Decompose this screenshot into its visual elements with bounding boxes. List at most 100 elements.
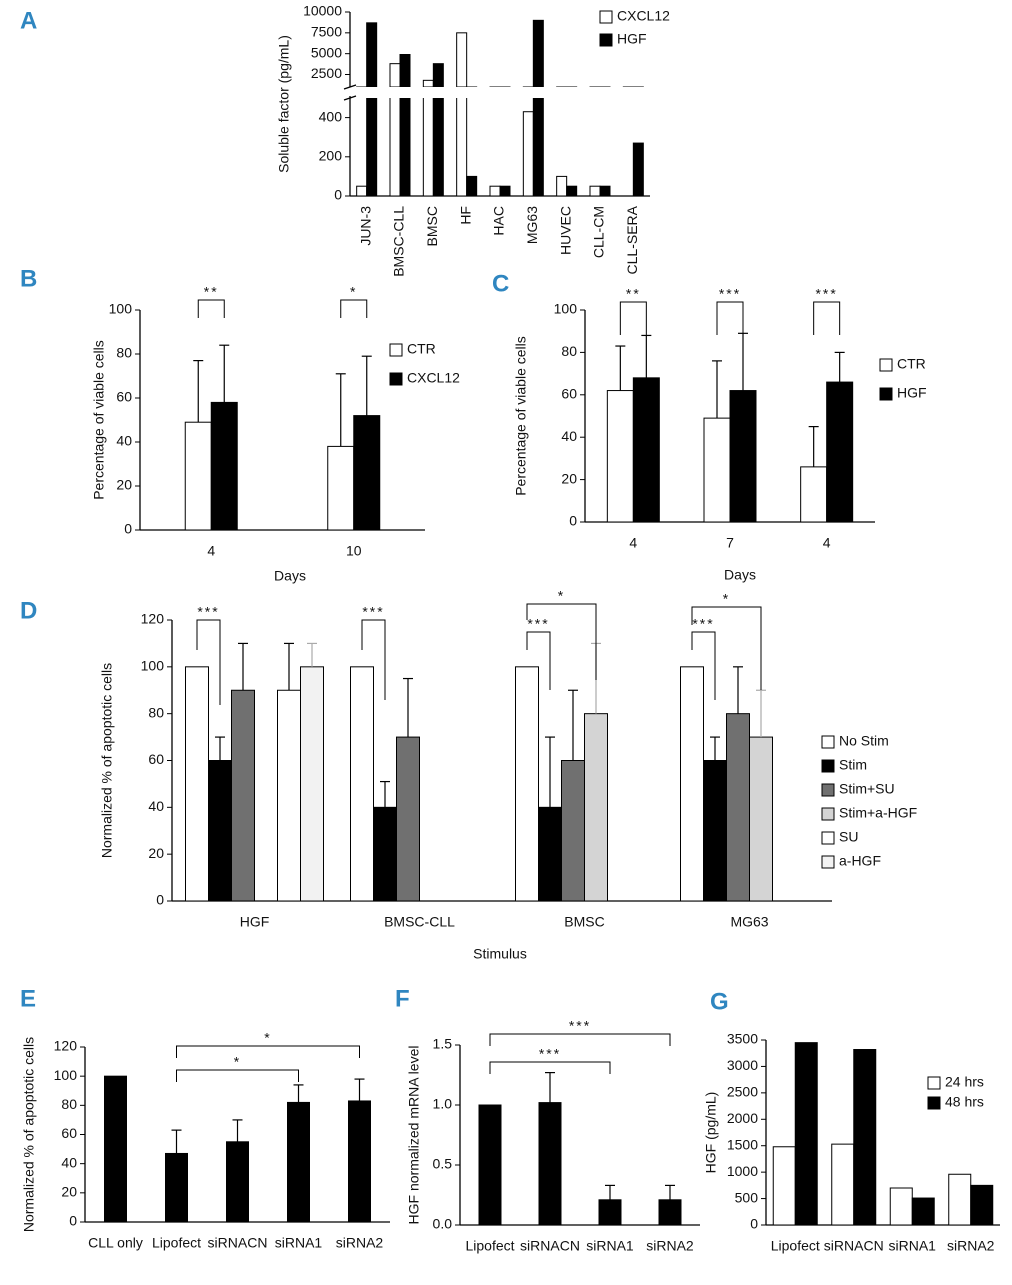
error-bar bbox=[354, 1078, 365, 1101]
bar bbox=[794, 1042, 818, 1226]
significance-label: ** bbox=[626, 286, 641, 302]
x-tick-label: 4 bbox=[207, 543, 215, 559]
significance-label: *** bbox=[527, 616, 549, 632]
bar bbox=[703, 417, 731, 523]
bar bbox=[729, 390, 757, 523]
bar bbox=[658, 1199, 682, 1226]
error-bar bbox=[808, 426, 819, 467]
bar bbox=[389, 98, 401, 196]
y-tick-label: 2000 bbox=[727, 1110, 758, 1126]
bar bbox=[456, 98, 468, 196]
significance-label: ** bbox=[204, 284, 219, 300]
bar bbox=[466, 86, 478, 87]
bar bbox=[749, 736, 773, 902]
significance-label: *** bbox=[815, 286, 837, 302]
bar bbox=[538, 1102, 562, 1226]
error-bar bbox=[738, 332, 748, 391]
bar bbox=[489, 86, 501, 87]
legend-swatch bbox=[821, 735, 835, 749]
significance-label: *** bbox=[719, 286, 741, 302]
bar bbox=[287, 1101, 310, 1223]
legend-swatch bbox=[879, 387, 893, 401]
error-bar bbox=[380, 780, 390, 808]
error-bar bbox=[756, 689, 766, 738]
y-tick-label: 60 bbox=[116, 389, 132, 405]
legend-swatch bbox=[821, 783, 835, 797]
bar bbox=[432, 98, 444, 196]
bar bbox=[165, 1152, 188, 1223]
panel-label: C bbox=[492, 270, 509, 297]
y-tick-label: 20 bbox=[561, 470, 577, 486]
legend-swatch bbox=[879, 358, 893, 372]
y-tick-label: 0 bbox=[569, 513, 577, 529]
error-bar bbox=[215, 736, 225, 761]
bar bbox=[456, 32, 468, 87]
axis-break bbox=[343, 84, 357, 90]
x-tick-label: siRNA1 bbox=[889, 1238, 937, 1254]
y-axis-title: Normalized % of apoptotic cells bbox=[99, 663, 115, 858]
bar bbox=[556, 86, 568, 87]
bar bbox=[589, 185, 601, 196]
error-bar bbox=[403, 677, 413, 738]
significance-bracket bbox=[691, 631, 716, 700]
x-tick-label: BMSC-CLL bbox=[384, 914, 455, 930]
significance-bracket bbox=[619, 301, 647, 335]
y-axis-title: HGF (pg/mL) bbox=[703, 1092, 719, 1174]
x-tick-label: 4 bbox=[823, 535, 831, 551]
y-axis-title: Soluble factor (pg/mL) bbox=[276, 35, 292, 173]
y-tick-label: 80 bbox=[116, 345, 132, 361]
significance-label: * bbox=[558, 588, 565, 604]
x-tick-label: siRNACN bbox=[520, 1238, 580, 1254]
bar bbox=[366, 98, 378, 196]
legend-swatch bbox=[389, 372, 403, 386]
bar bbox=[948, 1173, 972, 1226]
bar bbox=[911, 1197, 935, 1226]
significance-bracket bbox=[340, 299, 368, 318]
error-bar bbox=[641, 334, 652, 378]
x-tick-label: CLL only bbox=[88, 1235, 143, 1251]
x-tick-label: 10 bbox=[346, 543, 362, 559]
bar bbox=[231, 689, 255, 902]
legend-label: CXCL12 bbox=[617, 8, 670, 24]
y-tick-label: 3500 bbox=[727, 1031, 758, 1047]
bar bbox=[584, 713, 608, 902]
bar bbox=[726, 713, 750, 902]
legend-swatch bbox=[389, 343, 403, 357]
x-tick-label: Lipofect bbox=[771, 1238, 820, 1254]
bar bbox=[632, 377, 660, 523]
bar bbox=[853, 1049, 877, 1226]
bar bbox=[366, 22, 378, 87]
y-tick-label: 40 bbox=[148, 798, 164, 814]
legend-label: 48 hrs bbox=[945, 1094, 984, 1110]
x-tick-label: CLL-CM bbox=[591, 206, 607, 258]
bar bbox=[589, 86, 601, 87]
y-tick-label: 1500 bbox=[727, 1136, 758, 1152]
error-bar bbox=[712, 360, 722, 419]
y-axis-title: HGF normalized mRNA level bbox=[406, 1046, 422, 1225]
y-axis-title: Normalized % of apoptotic cells bbox=[21, 1037, 37, 1232]
y-tick-label: 2500 bbox=[311, 65, 342, 81]
legend-label: CTR bbox=[407, 341, 436, 357]
y-tick-label: 120 bbox=[54, 1038, 78, 1054]
y-tick-label: 40 bbox=[61, 1154, 77, 1170]
y-tick-label: 7500 bbox=[311, 24, 342, 40]
y-tick-label: 40 bbox=[561, 428, 577, 444]
significance-label: *** bbox=[692, 616, 714, 632]
significance-bracket bbox=[526, 603, 597, 680]
y-tick-label: 200 bbox=[319, 148, 343, 164]
bar bbox=[348, 1100, 371, 1223]
significance-bracket bbox=[196, 619, 221, 705]
legend-swatch bbox=[599, 10, 613, 24]
significance-label: *** bbox=[362, 604, 384, 620]
y-tick-label: 2500 bbox=[727, 1084, 758, 1100]
bar bbox=[399, 54, 411, 87]
legend-swatch bbox=[927, 1096, 941, 1110]
y-tick-label: 0.5 bbox=[433, 1156, 453, 1172]
y-tick-label: 80 bbox=[148, 704, 164, 720]
error-bar bbox=[219, 344, 230, 403]
x-tick-label: Lipofect bbox=[465, 1238, 514, 1254]
y-axis-title: Percentage of viable cells bbox=[91, 340, 107, 500]
x-tick-label: siRNA1 bbox=[275, 1235, 323, 1251]
error-bar bbox=[307, 642, 317, 667]
legend-swatch bbox=[821, 807, 835, 821]
